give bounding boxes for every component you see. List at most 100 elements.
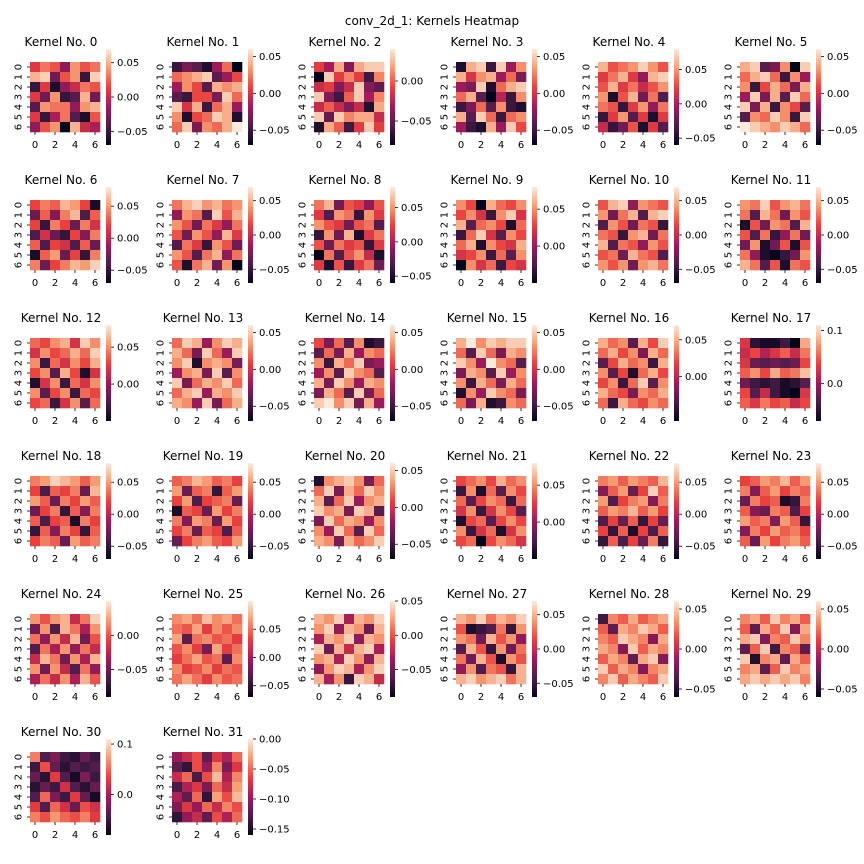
- heatmap-cell: [172, 368, 183, 379]
- y-tick-label: 1: [724, 626, 735, 632]
- heatmap-cell: [780, 614, 791, 625]
- y-tick-label: 0: [14, 202, 25, 208]
- heatmap-cell: [760, 398, 771, 409]
- heatmap-cell: [750, 624, 761, 635]
- heatmap-cell: [182, 506, 193, 517]
- x-tick-label: 4: [72, 278, 78, 289]
- heatmap-cell: [750, 348, 761, 359]
- heatmap-cell: [486, 220, 497, 231]
- heatmap-cell: [506, 122, 517, 133]
- heatmap-cell: [80, 496, 91, 507]
- heatmap-cell: [172, 220, 183, 231]
- colorbar-tick-label: −0.15: [259, 825, 290, 836]
- heatmap-cell: [750, 82, 761, 93]
- heatmap-cell: [598, 486, 609, 497]
- heatmap-cell: [182, 644, 193, 655]
- heatmap-cell: [608, 388, 619, 399]
- heatmap-cell: [790, 358, 801, 369]
- heatmap-cell: [232, 476, 243, 487]
- heatmap-cell: [40, 378, 51, 389]
- heatmap-cell: [466, 72, 477, 83]
- heatmap-cell: [202, 772, 213, 783]
- colorbar-tick-label: −0.05: [827, 685, 858, 696]
- heatmap-cell: [790, 388, 801, 399]
- heatmap-cell: [648, 388, 659, 399]
- heatmap-cell: [334, 112, 345, 123]
- heatmap-cell: [50, 476, 61, 487]
- colorbar-tick-label: −0.05: [117, 665, 148, 676]
- heatmap-cell: [790, 486, 801, 497]
- x-tick-label: 4: [640, 278, 646, 289]
- heatmap-cell: [30, 624, 41, 635]
- heatmap-cell: [598, 526, 609, 537]
- heatmap-cell: [466, 664, 477, 675]
- heatmap-cell: [50, 614, 61, 625]
- heatmap-cell: [658, 614, 669, 625]
- heatmap-cell: [60, 62, 71, 73]
- heatmap-cell: [476, 240, 487, 251]
- heatmap-cell: [40, 752, 51, 763]
- heatmap-cell: [212, 338, 223, 349]
- heatmap-cell: [658, 388, 669, 399]
- heatmap-cell: [324, 250, 335, 261]
- x-tick-label: 6: [376, 278, 382, 289]
- heatmap-cell: [648, 516, 659, 527]
- heatmap-cell: [638, 634, 649, 645]
- heatmap-cell: [486, 210, 497, 221]
- heatmap-cell: [334, 624, 345, 635]
- heatmap-cell: [618, 506, 629, 517]
- heatmap-cell: [324, 210, 335, 221]
- heatmap-cell: [334, 230, 345, 241]
- heatmap-cell: [70, 782, 81, 793]
- heatmap-cell: [760, 634, 771, 645]
- x-tick-label: 2: [194, 278, 200, 289]
- heatmap-cell: [70, 674, 81, 685]
- heatmap-cell: [486, 506, 497, 517]
- heatmap-cell: [618, 348, 629, 359]
- heatmap-cell: [90, 762, 101, 773]
- heatmap-cell: [314, 122, 325, 133]
- heatmap-cell: [314, 614, 325, 625]
- heatmap-cell: [90, 230, 101, 241]
- heatmap-cell: [182, 802, 193, 813]
- heatmap-cell: [80, 82, 91, 93]
- heatmap-cell: [192, 802, 203, 813]
- heatmap-cell: [770, 112, 781, 123]
- colorbar-tick-label: −0.05: [117, 542, 148, 553]
- y-tick-label: 3: [724, 646, 735, 652]
- heatmap-cell: [364, 368, 375, 379]
- heatmap-cell: [202, 102, 213, 113]
- heatmap-cell: [70, 82, 81, 93]
- y-tick-label: 0: [14, 64, 25, 70]
- heatmap-cell: [232, 614, 243, 625]
- heatmap-cell: [334, 122, 345, 133]
- heatmap-cell: [172, 210, 183, 221]
- heatmap-cell: [222, 674, 233, 685]
- heatmap-cell: [314, 496, 325, 507]
- heatmap-cell: [90, 112, 101, 123]
- heatmap-cell: [374, 486, 385, 497]
- heatmap-cell: [70, 536, 81, 547]
- colorbar-tick-label: 0.05: [543, 328, 565, 339]
- heatmap-cell: [598, 348, 609, 359]
- heatmap-cell: [182, 92, 193, 103]
- heatmap-cell: [324, 82, 335, 93]
- y-tick-label: 2: [582, 498, 593, 504]
- x-tick-label: 4: [72, 140, 78, 151]
- y-tick-label: 6: [582, 400, 593, 406]
- heatmap-cell: [60, 260, 71, 271]
- y-tick-label: 4: [582, 104, 593, 110]
- heatmap-cell: [212, 398, 223, 409]
- y-tick-label: 4: [724, 380, 735, 386]
- y-tick-label: 1: [298, 626, 309, 632]
- heatmap-cell: [314, 338, 325, 349]
- heatmap-cell: [70, 526, 81, 537]
- heatmap-cell: [40, 62, 51, 73]
- heatmap-cell: [70, 220, 81, 231]
- heatmap-cell: [486, 72, 497, 83]
- heatmap-cell: [760, 260, 771, 271]
- colorbar-tick-label: 0.1: [117, 740, 133, 751]
- heatmap-cell: [344, 210, 355, 221]
